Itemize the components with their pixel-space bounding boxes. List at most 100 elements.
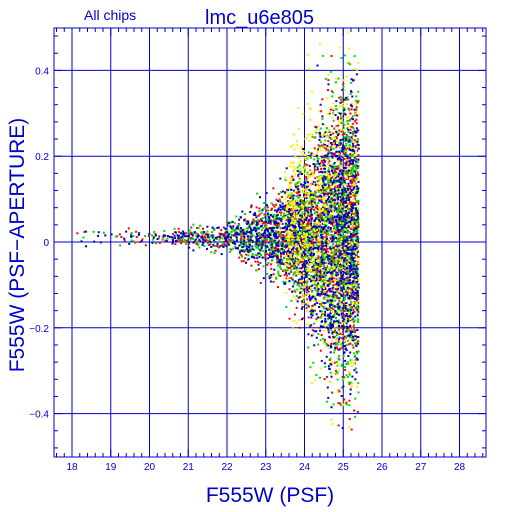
- data-point: [316, 166, 319, 169]
- data-point: [312, 194, 315, 197]
- data-point: [279, 266, 282, 269]
- data-point: [304, 184, 307, 187]
- data-point: [327, 149, 330, 152]
- data-point: [255, 254, 258, 257]
- data-point: [283, 192, 286, 195]
- data-point: [341, 133, 344, 136]
- data-point: [343, 98, 346, 101]
- data-point: [226, 243, 229, 246]
- data-point: [299, 245, 302, 248]
- data-point: [346, 320, 349, 323]
- data-point: [288, 277, 290, 279]
- data-point: [355, 357, 358, 360]
- data-point: [349, 181, 352, 184]
- data-point: [338, 225, 341, 228]
- data-point: [344, 164, 347, 167]
- data-point: [242, 260, 245, 263]
- data-point: [356, 172, 359, 175]
- data-point: [201, 238, 204, 241]
- data-point: [327, 314, 329, 317]
- data-point: [353, 264, 355, 267]
- data-point: [350, 291, 353, 294]
- data-point: [247, 258, 250, 260]
- data-point: [317, 144, 320, 147]
- data-point: [346, 276, 349, 279]
- data-point: [354, 145, 357, 148]
- data-point: [310, 334, 313, 337]
- data-point: [356, 214, 359, 217]
- data-point: [337, 206, 339, 209]
- data-point: [189, 232, 192, 235]
- data-point: [341, 144, 344, 147]
- data-point: [314, 210, 317, 213]
- data-point: [308, 164, 311, 167]
- data-point: [192, 232, 195, 235]
- data-point: [266, 218, 269, 221]
- data-point: [137, 233, 140, 236]
- data-point: [354, 158, 357, 161]
- data-point: [347, 182, 350, 185]
- data-point: [333, 216, 336, 219]
- data-point: [276, 226, 279, 229]
- data-point: [348, 333, 351, 336]
- data-point: [239, 237, 242, 240]
- data-point: [304, 253, 307, 256]
- data-point: [281, 261, 283, 264]
- data-point: [348, 382, 351, 385]
- data-point: [333, 351, 335, 354]
- data-point: [339, 234, 342, 237]
- data-point: [310, 242, 313, 245]
- data-point: [355, 265, 358, 268]
- data-point: [273, 226, 276, 229]
- data-point: [275, 198, 278, 201]
- data-point: [316, 274, 319, 277]
- data-point: [327, 152, 330, 155]
- data-point: [306, 303, 309, 306]
- data-point: [337, 132, 340, 135]
- data-point: [320, 256, 323, 259]
- data-point: [356, 99, 359, 102]
- data-point: [335, 167, 338, 170]
- data-point: [166, 240, 168, 243]
- data-point: [336, 320, 339, 323]
- data-point: [335, 283, 338, 286]
- data-point: [256, 221, 259, 224]
- data-point: [184, 240, 187, 243]
- data-point: [332, 171, 335, 174]
- data-point: [295, 222, 298, 225]
- data-point: [292, 197, 295, 200]
- data-point: [343, 166, 346, 169]
- data-point: [334, 299, 337, 302]
- data-point: [334, 329, 337, 332]
- data-point: [281, 234, 284, 237]
- data-point: [297, 189, 300, 192]
- data-point: [228, 243, 230, 246]
- data-point: [213, 245, 216, 247]
- data-point: [236, 239, 238, 242]
- data-point: [342, 345, 345, 348]
- data-point: [321, 216, 324, 219]
- data-point: [331, 188, 334, 191]
- data-point: [236, 238, 238, 241]
- data-point: [331, 200, 334, 203]
- data-point: [203, 231, 206, 233]
- data-point: [290, 269, 293, 272]
- data-point: [297, 175, 300, 178]
- data-point: [331, 287, 334, 289]
- data-point: [319, 220, 321, 223]
- data-point: [352, 203, 355, 206]
- data-point: [340, 182, 343, 185]
- data-point: [342, 385, 345, 388]
- data-point: [351, 188, 354, 191]
- data-point: [188, 241, 190, 244]
- data-point: [353, 252, 356, 255]
- data-point: [323, 168, 326, 170]
- data-point: [325, 202, 328, 205]
- data-point: [290, 299, 293, 302]
- data-point: [349, 262, 352, 265]
- data-point: [303, 276, 306, 279]
- data-point: [343, 109, 346, 111]
- data-point: [329, 324, 332, 327]
- data-point: [341, 207, 344, 210]
- data-point: [277, 206, 280, 209]
